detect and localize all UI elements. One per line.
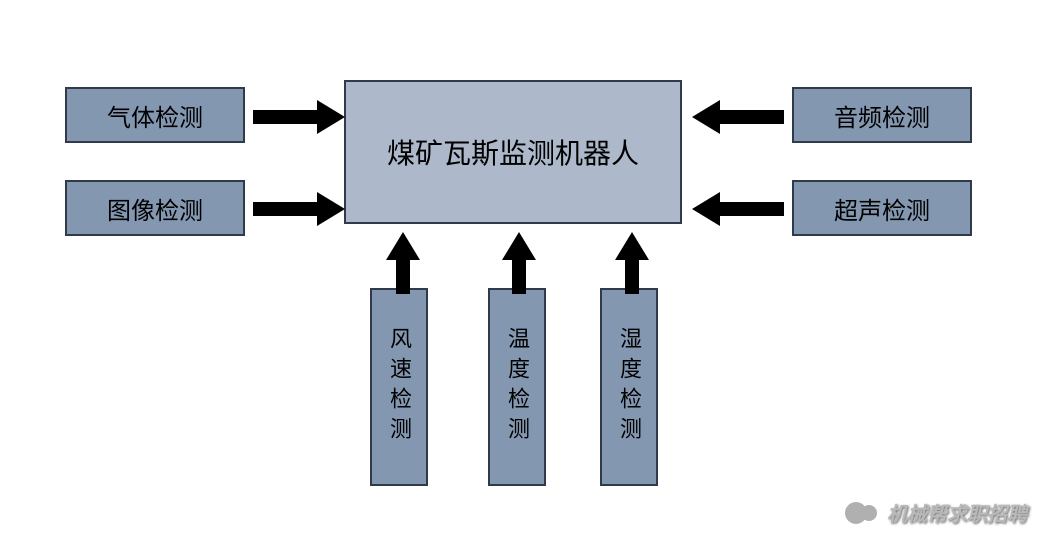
node-audio-detection: 音频检测 bbox=[792, 87, 972, 143]
node-wind-detection: 风速检测 bbox=[370, 288, 428, 486]
node-label: 音频检测 bbox=[834, 98, 930, 133]
node-humidity-detection: 湿度检测 bbox=[600, 288, 658, 486]
node-label: 温度检测 bbox=[501, 327, 533, 447]
node-ultrasonic-detection: 超声检测 bbox=[792, 180, 972, 236]
arrow-left-bottom bbox=[253, 192, 345, 226]
node-gas-detection: 气体检测 bbox=[65, 87, 245, 143]
node-temperature-detection: 温度检测 bbox=[488, 288, 546, 486]
node-label: 图像检测 bbox=[107, 191, 203, 226]
arrow-right-top bbox=[692, 100, 784, 134]
node-label: 风速检测 bbox=[383, 327, 415, 447]
watermark: 机械帮求职招聘 bbox=[845, 498, 1027, 527]
arrow-up-1 bbox=[386, 232, 420, 294]
arrow-right-bottom bbox=[692, 192, 784, 226]
node-label: 湿度检测 bbox=[613, 327, 645, 447]
node-label: 气体检测 bbox=[107, 98, 203, 133]
arrow-up-3 bbox=[615, 232, 649, 294]
arrow-up-2 bbox=[502, 232, 536, 294]
center-node: 煤矿瓦斯监测机器人 bbox=[344, 80, 682, 224]
node-label: 超声检测 bbox=[834, 191, 930, 226]
wechat-icon bbox=[845, 502, 877, 524]
arrow-left-top bbox=[253, 100, 345, 134]
center-label: 煤矿瓦斯监测机器人 bbox=[387, 132, 639, 172]
node-image-detection: 图像检测 bbox=[65, 180, 245, 236]
watermark-text: 机械帮求职招聘 bbox=[887, 498, 1027, 527]
